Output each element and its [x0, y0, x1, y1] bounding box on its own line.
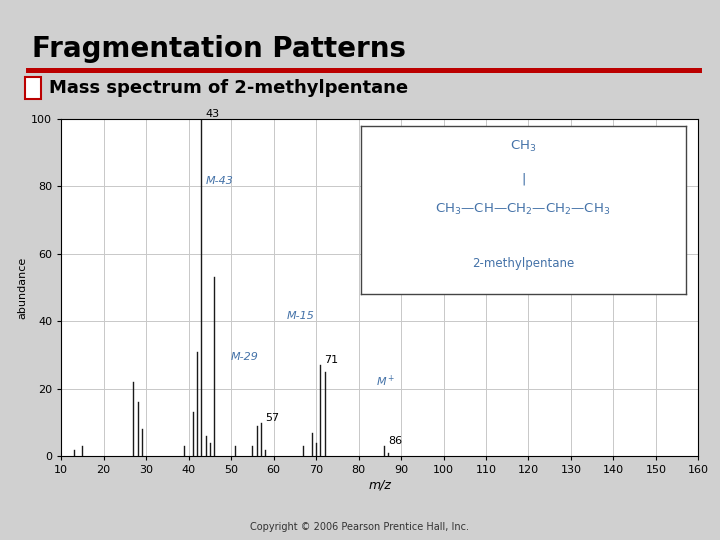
Text: M-43: M-43	[206, 176, 233, 186]
X-axis label: m/z: m/z	[369, 478, 391, 491]
Text: M$^+$: M$^+$	[376, 374, 395, 389]
Text: Mass spectrum of 2-methylpentane: Mass spectrum of 2-methylpentane	[49, 79, 408, 97]
Text: Fragmentation Patterns: Fragmentation Patterns	[32, 35, 406, 63]
Text: M-15: M-15	[287, 311, 314, 321]
Text: 57: 57	[265, 413, 279, 422]
Text: 43: 43	[206, 109, 220, 119]
Y-axis label: abundance: abundance	[17, 256, 27, 319]
Text: M-29: M-29	[231, 352, 259, 362]
Text: Copyright © 2006 Pearson Prentice Hall, Inc.: Copyright © 2006 Pearson Prentice Hall, …	[251, 522, 469, 532]
Text: 86: 86	[388, 436, 402, 446]
Text: 71: 71	[325, 355, 338, 365]
Bar	[25, 77, 41, 99]
